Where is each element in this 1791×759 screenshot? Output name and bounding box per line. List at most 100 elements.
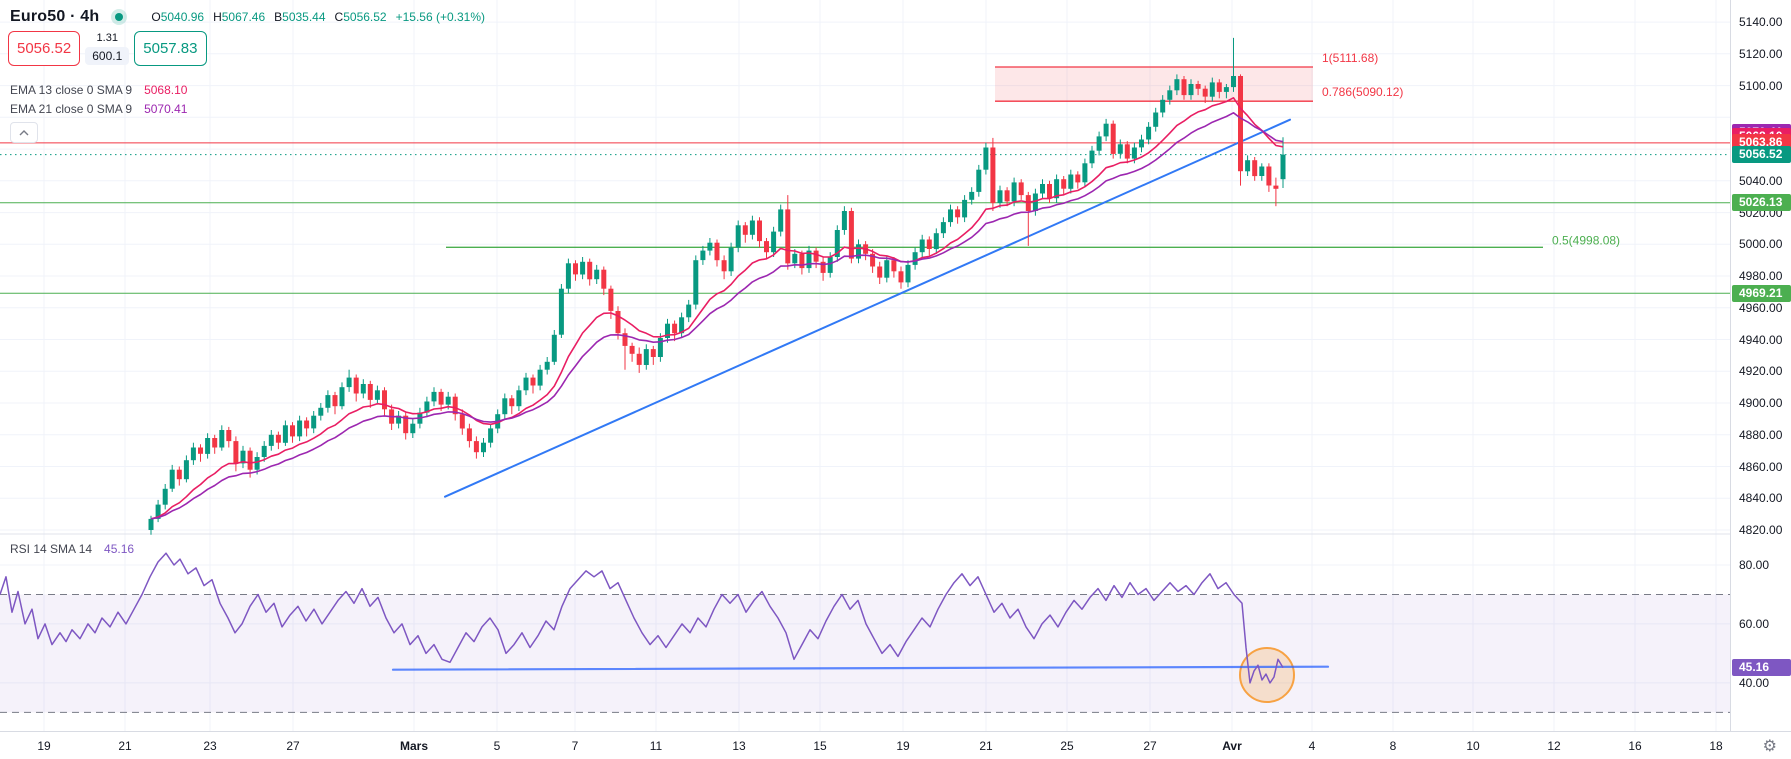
candle-body	[509, 398, 515, 407]
gear-icon[interactable]: ⚙	[1762, 738, 1777, 755]
candle-body	[955, 209, 961, 218]
candle-body	[282, 425, 288, 443]
candle-body	[558, 288, 564, 335]
candle-body	[537, 369, 543, 386]
candle-body	[693, 260, 699, 305]
candle-body	[714, 242, 720, 261]
candle-body	[721, 260, 727, 272]
candle-body	[1252, 160, 1258, 177]
candle-body	[1103, 123, 1109, 137]
candle-body	[1195, 84, 1201, 89]
candle-body	[445, 396, 451, 405]
candle-body	[898, 271, 904, 283]
ema21-legend-row: EMA 21 close 0 SMA 9 5070.41	[10, 102, 188, 116]
candle-body	[615, 311, 621, 334]
candle-body	[1096, 136, 1102, 151]
candle-body	[573, 263, 578, 275]
time-label: 11	[649, 739, 663, 753]
candle-body	[205, 438, 211, 454]
candle-body	[183, 460, 189, 480]
fib-05-label: 0.5(4998.08)	[1552, 233, 1620, 247]
candle-body	[1117, 144, 1123, 154]
candle-body	[410, 423, 416, 434]
ema13-value: 5068.10	[144, 83, 188, 97]
fib-1-label: 1(5111.68)	[1322, 51, 1378, 65]
sell-button[interactable]: 5056.52	[8, 31, 81, 66]
candle-body	[601, 269, 607, 289]
candle-body	[629, 345, 635, 354]
chart-legend: Euro50 · 4h O5040.96 H5067.46 B5035.44 C…	[10, 6, 485, 28]
candle-body	[1280, 154, 1286, 180]
candle-body	[353, 377, 359, 394]
candle-body	[969, 191, 975, 200]
candle-body	[311, 415, 317, 429]
candle-body	[1259, 166, 1265, 176]
candle-body	[438, 391, 444, 405]
collapse-legend-button[interactable]	[10, 122, 38, 143]
candle-body	[1124, 144, 1130, 159]
rsi-value: 45.16	[104, 542, 135, 556]
candle-body	[700, 250, 706, 261]
candle-body	[1047, 184, 1052, 199]
candle-body	[948, 209, 953, 223]
candle-body	[1181, 79, 1187, 96]
time-axis[interactable]: ⚙ 19 21 23 27 Mars 5 7 11 13 15 19 21 25 27 Avr 4 8 10 12 1…	[0, 731, 1791, 759]
candle-body	[757, 220, 762, 242]
candle-body	[1061, 179, 1067, 189]
candle-body	[919, 239, 925, 253]
rsi-line	[0, 552, 1284, 684]
candle-body	[382, 390, 387, 410]
time-label: 16	[1628, 739, 1642, 753]
candle-body	[834, 230, 840, 257]
candle-body	[190, 447, 196, 461]
candle-body	[1216, 82, 1222, 92]
candle-body	[1273, 185, 1279, 189]
ohlc-readout: O5040.96 H5067.46 B5035.44 C5056.52 +15.…	[151, 10, 486, 24]
candle-body	[940, 222, 946, 234]
time-label: 13	[732, 739, 746, 753]
chart-canvas[interactable]: 1(5111.68) 0.786(5090.12) 0.5(4998.08)	[0, 0, 1730, 731]
candle-body	[749, 220, 755, 235]
candle-body	[431, 391, 437, 402]
time-label: 18	[1709, 739, 1723, 753]
candle-body	[983, 147, 989, 170]
time-label: 27	[1143, 739, 1157, 753]
candle-body	[813, 250, 819, 262]
candle-body	[502, 398, 508, 415]
candle-body	[374, 390, 380, 400]
price-tick-label: 5040.00	[1739, 173, 1783, 188]
candle-body	[466, 428, 472, 442]
quantity-field[interactable]: 600.1	[85, 47, 130, 65]
candle-body	[657, 338, 663, 357]
candle-body	[1209, 82, 1215, 97]
candle-body	[403, 415, 409, 434]
candle-body	[268, 434, 274, 446]
price-tick-label: 4860.00	[1739, 459, 1783, 474]
candle-body	[686, 304, 692, 318]
candle-body	[318, 407, 324, 416]
candle-body	[764, 241, 769, 253]
symbol-title[interactable]: Euro50 · 4h	[10, 8, 100, 25]
ema21-line	[150, 112, 1284, 520]
candle-body	[891, 260, 897, 272]
candle-body	[1082, 163, 1088, 183]
buy-button[interactable]: 5057.83	[134, 31, 207, 66]
quote-panel: 5056.52 1.31 600.1 5057.83	[8, 31, 207, 66]
price-tick-label: 5120.00	[1739, 46, 1783, 61]
candle-body	[728, 247, 734, 272]
rsi-tick-label: 40.00	[1739, 675, 1770, 690]
candle-body	[261, 445, 267, 457]
candle-body	[1223, 87, 1229, 92]
candle-body	[297, 420, 303, 437]
fib-0786-label: 0.786(5090.12)	[1322, 85, 1403, 99]
candle-body	[565, 263, 571, 289]
rsi-tick-label: 60.00	[1739, 616, 1770, 631]
rsi-tick-label: 80.00	[1739, 557, 1770, 572]
price-axis[interactable]: 5140.00 5120.00 5100.00 5040.00 5020.00 5000.…	[1730, 0, 1791, 731]
candle-body	[367, 384, 373, 400]
candle-body	[459, 414, 465, 429]
fib-zone	[995, 67, 1313, 102]
candle-body	[198, 447, 203, 454]
candle-body	[820, 261, 826, 273]
price-tick-label: 5140.00	[1739, 15, 1783, 30]
